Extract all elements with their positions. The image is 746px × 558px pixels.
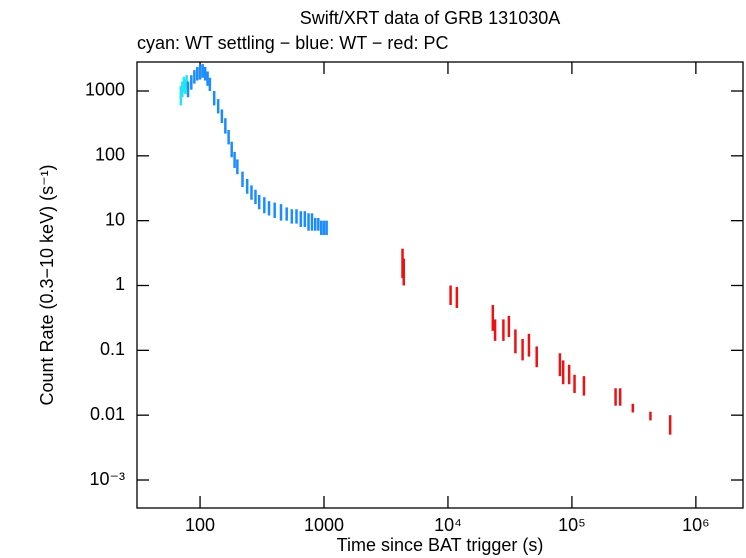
y-tick-label: 0.01 [90, 404, 125, 424]
y-tick-label: 0.1 [100, 339, 125, 359]
y-tick-label: 10 [105, 209, 125, 229]
chart-subtitle: cyan: WT settling − blue: WT − red: PC [137, 33, 448, 53]
plot-frame [136, 61, 744, 509]
chart-title: Swift/XRT data of GRB 131030A [300, 8, 560, 28]
x-tick-label: 100 [185, 515, 215, 535]
x-axis-label: Time since BAT trigger (s) [337, 535, 544, 555]
x-tick-label: 10⁴ [434, 515, 462, 535]
x-tick-label: 10⁵ [558, 515, 585, 535]
y-tick-label: 10⁻³ [89, 469, 125, 489]
y-tick-label: 1000 [85, 80, 125, 100]
x-tick-label: 10⁶ [682, 515, 709, 535]
y-axis-label: Count Rate (0.3−10 keV) (s⁻¹) [37, 164, 57, 405]
y-tick-label: 100 [95, 145, 125, 165]
y-tick-label: 1 [115, 274, 125, 294]
x-tick-label: 1000 [304, 515, 344, 535]
